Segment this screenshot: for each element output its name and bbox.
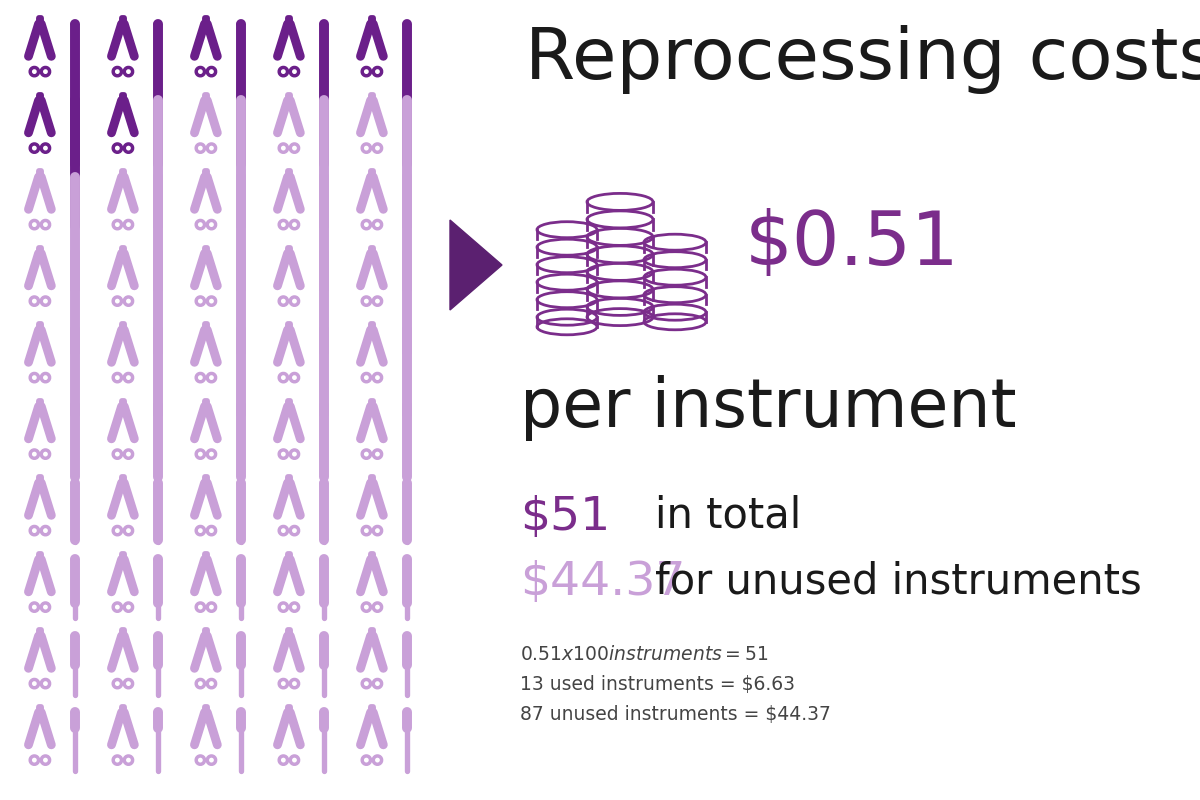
Ellipse shape [154, 174, 162, 179]
Text: $44.37: $44.37 [520, 560, 685, 605]
Ellipse shape [238, 481, 245, 486]
Polygon shape [450, 220, 502, 310]
Ellipse shape [238, 634, 245, 638]
Text: 87 unused instruments = $44.37: 87 unused instruments = $44.37 [520, 705, 830, 724]
Ellipse shape [154, 327, 162, 332]
Ellipse shape [320, 174, 328, 179]
Ellipse shape [320, 634, 328, 638]
Ellipse shape [71, 22, 78, 26]
Ellipse shape [154, 481, 162, 486]
Ellipse shape [320, 404, 328, 409]
Ellipse shape [403, 404, 410, 409]
Ellipse shape [403, 557, 410, 562]
Ellipse shape [320, 22, 328, 26]
Ellipse shape [238, 174, 245, 179]
Text: $0.51 x 100 instruments = $51: $0.51 x 100 instruments = $51 [520, 645, 768, 664]
Ellipse shape [154, 710, 162, 715]
Ellipse shape [238, 251, 245, 256]
Ellipse shape [154, 634, 162, 638]
Ellipse shape [320, 710, 328, 715]
Text: 13 used instruments = $6.63: 13 used instruments = $6.63 [520, 675, 796, 694]
Ellipse shape [320, 481, 328, 486]
Ellipse shape [403, 22, 410, 26]
Ellipse shape [320, 251, 328, 256]
Ellipse shape [320, 98, 328, 103]
Ellipse shape [320, 557, 328, 562]
Text: per instrument: per instrument [520, 375, 1016, 441]
Ellipse shape [403, 251, 410, 256]
Ellipse shape [71, 481, 78, 486]
Ellipse shape [71, 404, 78, 409]
Ellipse shape [238, 404, 245, 409]
Ellipse shape [403, 710, 410, 715]
Ellipse shape [71, 174, 78, 179]
Ellipse shape [403, 327, 410, 332]
Ellipse shape [154, 98, 162, 103]
Text: in total: in total [655, 495, 802, 537]
Ellipse shape [154, 557, 162, 562]
Ellipse shape [154, 404, 162, 409]
Ellipse shape [71, 634, 78, 638]
Ellipse shape [238, 710, 245, 715]
Text: $0.51: $0.51 [745, 209, 960, 282]
Ellipse shape [71, 557, 78, 562]
Ellipse shape [71, 251, 78, 256]
Text: for unused instruments: for unused instruments [655, 560, 1141, 602]
Ellipse shape [403, 634, 410, 638]
Ellipse shape [71, 98, 78, 103]
Ellipse shape [320, 327, 328, 332]
Ellipse shape [403, 98, 410, 103]
Ellipse shape [238, 557, 245, 562]
Ellipse shape [403, 481, 410, 486]
Ellipse shape [403, 174, 410, 179]
Text: Reprocessing costs: Reprocessing costs [526, 25, 1200, 94]
Ellipse shape [238, 98, 245, 103]
Ellipse shape [238, 327, 245, 332]
Text: $51: $51 [520, 495, 611, 540]
Ellipse shape [71, 710, 78, 715]
Ellipse shape [154, 22, 162, 26]
Ellipse shape [154, 251, 162, 256]
Ellipse shape [238, 22, 245, 26]
Ellipse shape [71, 327, 78, 332]
